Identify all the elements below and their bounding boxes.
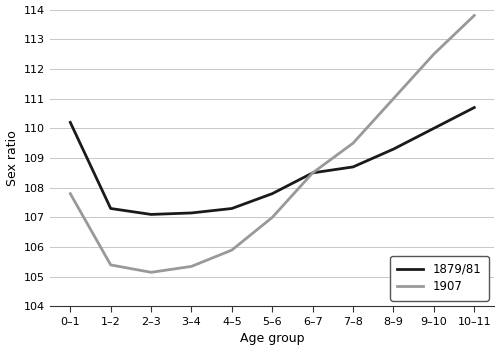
1879/81 (471, 105, 477, 110)
Line: 1879/81: 1879/81 (70, 107, 474, 214)
1907 (350, 141, 356, 145)
1879/81 (310, 171, 316, 175)
1907 (270, 215, 276, 219)
1879/81 (431, 126, 437, 131)
Y-axis label: Sex ratio: Sex ratio (6, 130, 18, 186)
1879/81 (390, 147, 396, 151)
1879/81 (270, 192, 276, 196)
Line: 1907: 1907 (70, 15, 474, 272)
1879/81 (188, 211, 194, 215)
X-axis label: Age group: Age group (240, 332, 304, 345)
1907 (148, 270, 154, 274)
1879/81 (68, 120, 73, 125)
1907 (471, 13, 477, 18)
1907 (68, 192, 73, 196)
1879/81 (148, 212, 154, 217)
1879/81 (108, 206, 114, 211)
1907 (188, 264, 194, 269)
1907 (229, 248, 235, 252)
1907 (431, 52, 437, 56)
1907 (310, 171, 316, 175)
1907 (390, 97, 396, 101)
Legend: 1879/81, 1907: 1879/81, 1907 (390, 256, 488, 300)
1879/81 (229, 206, 235, 211)
1879/81 (350, 165, 356, 169)
1907 (108, 263, 114, 267)
